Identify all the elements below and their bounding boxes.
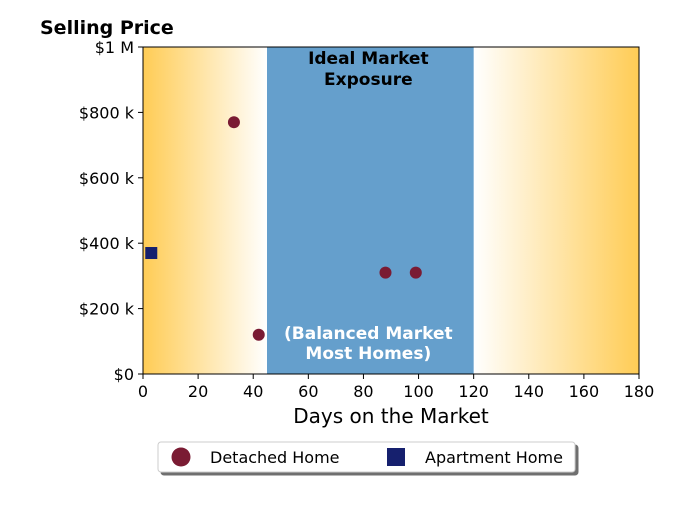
apartment-home-point [145,247,158,260]
detached-home-point [409,266,422,279]
x-tick-label: 0 [138,382,148,401]
legend-square-icon [387,448,405,466]
y-tick-label: $1 M [95,38,134,57]
legend-label: Apartment Home [425,448,563,467]
y-tick-label: $800 k [79,103,135,122]
band-rect [267,47,474,374]
x-tick-label: 100 [403,382,434,401]
x-tick-label: 160 [569,382,600,401]
y-axis: $0 $200 k $400 k $600 k $800 k $1 M [79,38,143,384]
legend-circle-icon [171,447,191,467]
x-tick-label: 180 [624,382,655,401]
plot-background [143,47,639,374]
band-title-line: Exposure [324,70,413,90]
x-tick-label: 60 [298,382,318,401]
y-tick-label: $400 k [79,234,135,253]
detached-home-point [252,328,265,341]
legend-label: Detached Home [210,448,340,467]
legend-box [157,441,576,473]
detached-home-point [227,116,240,129]
band-title-line: Ideal Market [308,49,429,69]
gradient-left [143,47,267,374]
plot-frame [142,46,640,375]
y-tick-label: $600 k [79,169,135,188]
x-tick-label: 120 [458,382,489,401]
x-tick-label: 40 [243,382,263,401]
x-axis: 0 20 40 60 80 100 120 140 160 180 [138,374,654,401]
legend: Detached Home Apartment Home [157,441,576,473]
band-subtitle-line: (Balanced Market [284,324,453,344]
x-tick-label: 20 [188,382,208,401]
gradient-right [473,47,639,374]
y-tick-label: $200 k [79,300,135,319]
data-points [145,116,422,341]
x-tick-label: 80 [353,382,373,401]
band-subtitle-line: Most Homes) [305,344,431,364]
x-tick-label: 140 [514,382,545,401]
y-tick-label: $0 [114,365,134,384]
detached-home-point [379,266,392,279]
x-axis-title: Days on the Market [293,404,489,428]
chart-title: Selling Price [40,17,174,39]
